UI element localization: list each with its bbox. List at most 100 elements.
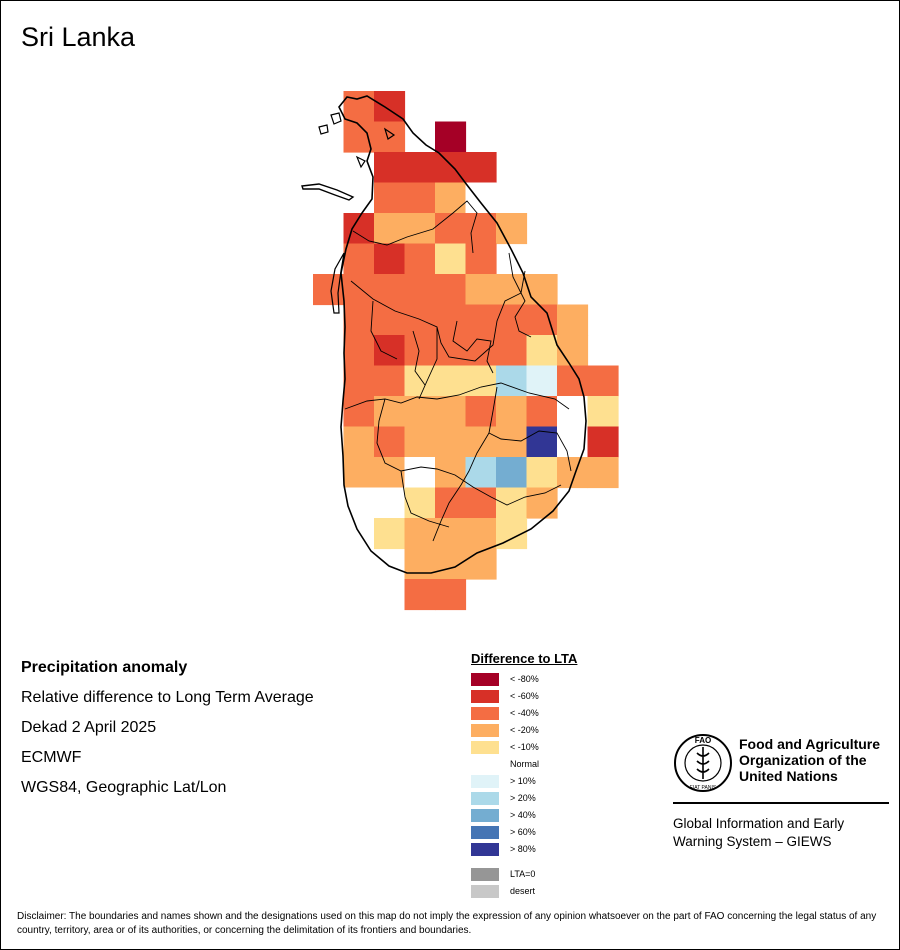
coastline [338,95,587,574]
grid-cell [435,213,467,245]
grid-cell [435,396,467,428]
grid-cell [496,426,528,458]
grid-cell [404,213,436,245]
grid-cell [343,304,375,336]
grid-cell [374,243,406,275]
legend-swatch [471,775,499,788]
grid-cell [465,548,497,580]
legend-swatch [471,809,499,822]
grid-cell [404,548,436,580]
grid-cell [374,152,406,184]
grid-cell [404,365,436,397]
legend-swatch [471,792,499,805]
fao-name-line-1: Food and Agriculture [739,736,881,752]
grid-cell [404,426,436,458]
grid-cell [435,274,467,306]
grid-cell [496,213,528,245]
info-heading: Precipitation anomaly [21,659,188,676]
disclaimer: Disclaimer: The boundaries and names sho… [17,911,877,936]
divider [673,802,889,804]
grid-cell [404,304,436,336]
legend-items: < -80% < -60% < -40% < -20% < -10% Normal > 10… [471,671,671,858]
grid-cell [435,335,467,367]
legend-item: LTA=0 [471,866,671,883]
legend-label: > 80% [510,844,536,854]
legend-swatch [471,690,499,703]
grid-cell [404,274,436,306]
grid-cell [374,487,406,519]
map-title: Sri Lanka [21,22,136,52]
legend-label: LTA=0 [510,869,536,879]
legend-swatch [471,826,499,839]
legend-swatch [471,724,499,737]
grid-cell [343,121,375,153]
grid-cell [404,579,436,611]
legend-label: < -40% [510,708,539,718]
legend-label: < -60% [510,691,539,701]
grid-cell [465,335,497,367]
jaffna-islands [318,112,396,169]
grid-cell [465,213,497,245]
legend-label: Normal [510,759,540,769]
grid-cell [404,182,436,214]
grid-cell [435,457,467,489]
grid-cell [404,152,436,184]
grid-cell [343,426,375,458]
grid-cell [374,426,406,458]
grid-cell [496,335,528,367]
grid-cell [435,426,467,458]
grid-cell [404,396,436,428]
legend-swatch [471,868,499,881]
grid-cell [343,335,375,367]
legend-item: > 10% [471,773,671,790]
grid-cell [404,457,436,489]
map-info: Precipitation anomaly Relative differenc… [21,657,314,807]
grid-cell [496,396,528,428]
grid-cell [374,457,406,489]
grid-cell [465,487,497,519]
legend-item: Normal [471,756,671,773]
grid-cell [374,274,406,306]
grid-cell [435,243,467,275]
legend-swatch [471,843,499,856]
fao-logo-motto: FIAT PANIS [690,785,717,791]
legend-item: > 20% [471,790,671,807]
grid-cell [343,274,375,306]
fao-name-line-2: Organization of the [739,752,867,768]
legend-swatch [471,707,499,720]
province-boundaries [344,200,572,542]
grid-cell [374,304,406,336]
grid-cell [343,365,375,397]
grid-cell [465,457,497,489]
grid-cell [557,335,589,367]
fao-logo: FAO FIAT PANIS [674,734,732,792]
legend-swatch [471,673,499,686]
grid-cell [557,457,589,489]
grid-cell [587,396,619,428]
grid-cell [526,274,558,306]
legend-label: < -20% [510,725,539,735]
legend-item: > 80% [471,841,671,858]
grid-cell [496,304,528,336]
grid-cell [587,426,619,458]
grid-cell [465,304,497,336]
grid-cell [435,365,467,397]
grid-cell [557,304,589,336]
grid-cell [435,518,467,550]
grid-cell [526,457,558,489]
legend-item: desert [471,883,671,900]
fao-logo-text: FAO [695,736,711,745]
grid-cell [465,518,497,550]
grid-cell [374,365,406,397]
grid-cell [465,152,497,184]
grid-cell [526,335,558,367]
grid-cell [435,182,467,214]
grid-cell [343,91,375,123]
legend-label: desert [510,886,536,896]
legend-item: < -40% [471,705,671,722]
grid-cell [404,487,436,519]
grid-cell [435,487,467,519]
kalpitiya-peninsula [330,252,345,314]
grid-cell [435,548,467,580]
legend-item: > 40% [471,807,671,824]
